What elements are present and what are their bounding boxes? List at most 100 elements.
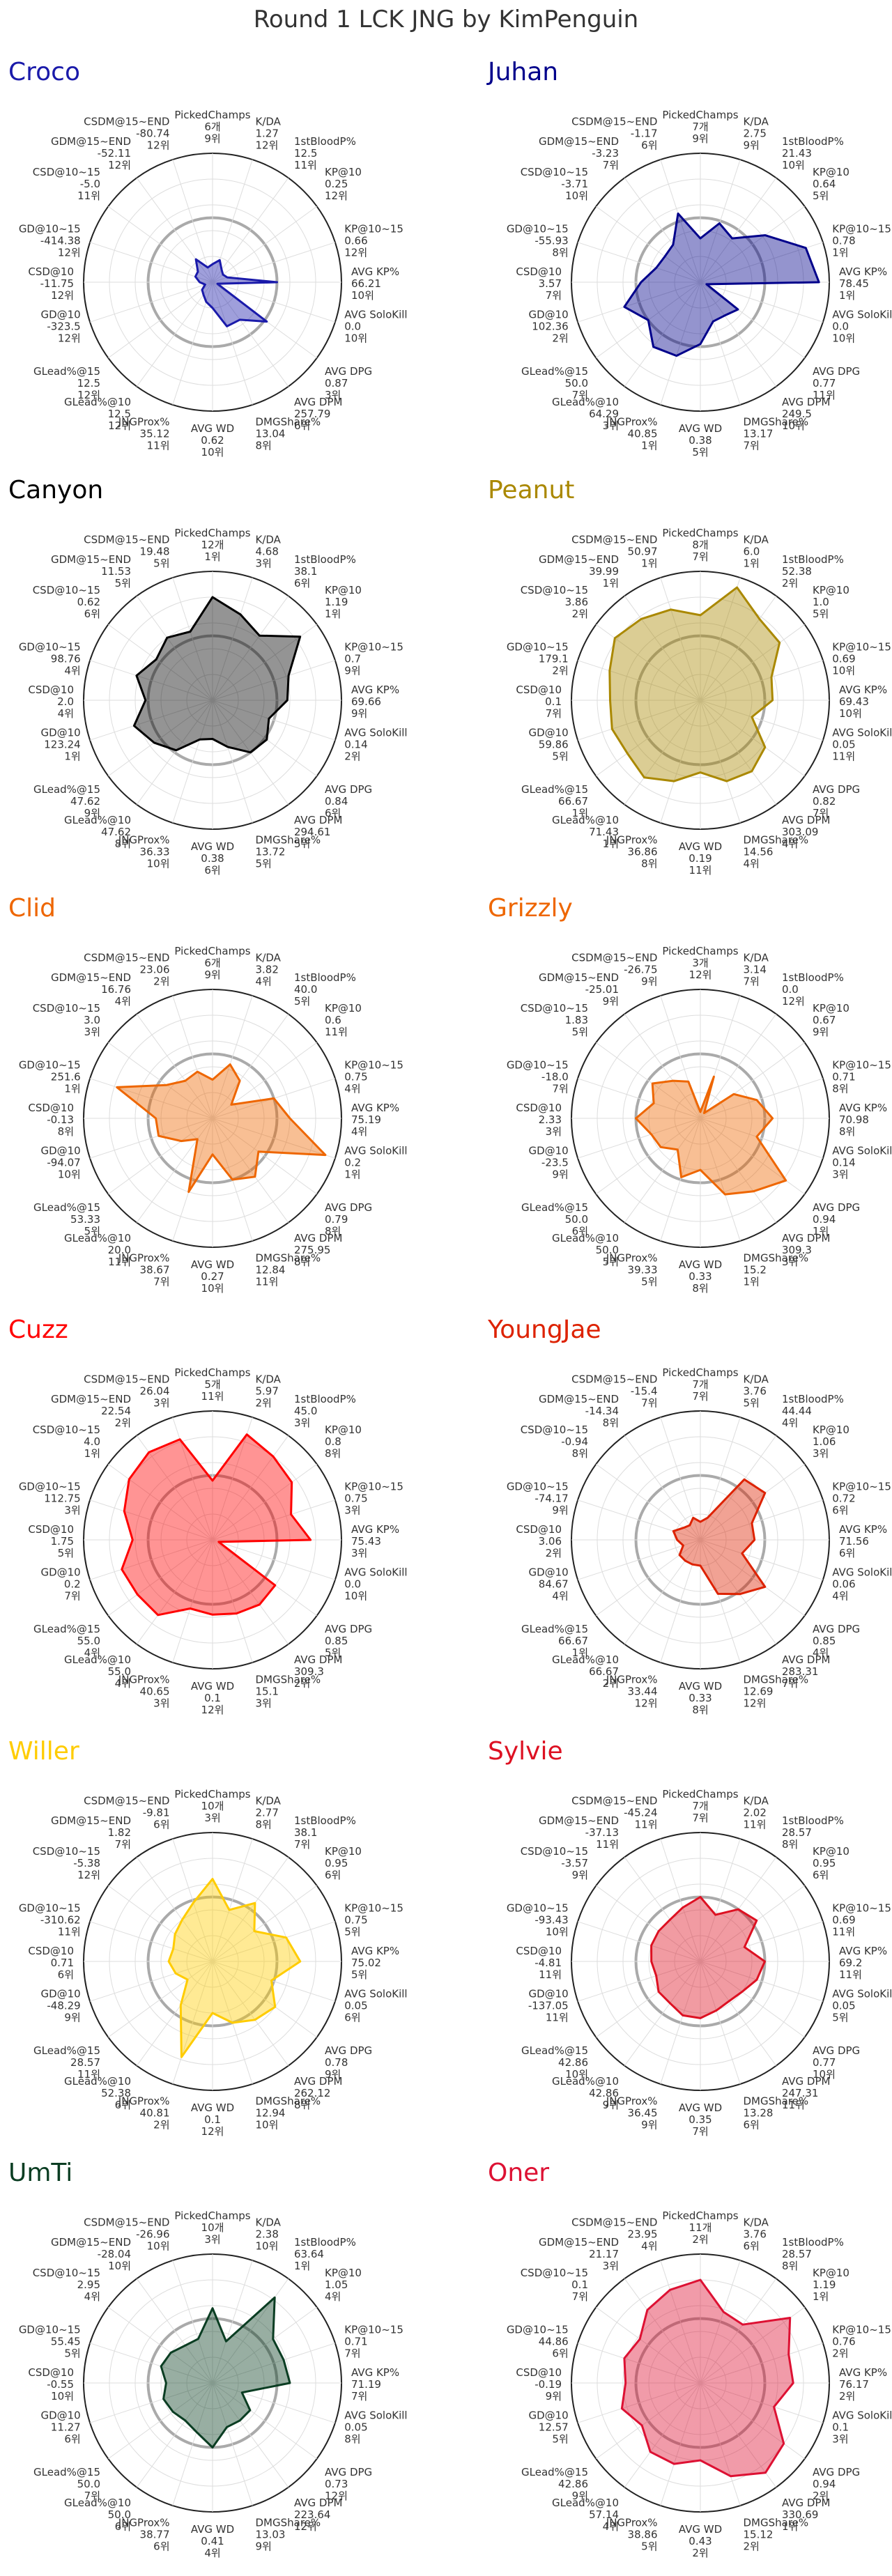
metric-label: PickedChamps 7개 7위 — [662, 1366, 738, 1403]
metric-label: CSD@10~15 3.0 3위 — [33, 1002, 100, 1038]
metric-label: DMGShare% 15.1 3위 — [255, 1673, 321, 1709]
metric-label: GD@10~15 -55.93 8위 — [507, 223, 569, 259]
metric-label: GLead%@10 50.0 6위 — [64, 2497, 131, 2533]
metric-label: K/DA 2.77 8위 — [255, 1795, 281, 1831]
metric-label: KP@10~15 0.69 11위 — [832, 1902, 891, 1938]
metric-label: KP@10~15 0.76 2위 — [832, 2324, 891, 2360]
metric-label: PickedChamps 10개 3위 — [174, 2209, 250, 2246]
grid-spoke — [624, 1961, 701, 2066]
player-name: Cuzz — [8, 1316, 68, 1344]
metric-label: CSD@10 2.33 3위 — [516, 1102, 562, 1138]
metric-label: GLead%@15 66.67 1위 — [521, 1623, 588, 1659]
grid-spoke — [212, 1961, 336, 2002]
metric-label: PickedChamps 6개 9위 — [174, 109, 250, 145]
metric-label: GLead%@15 50.0 7위 — [521, 365, 588, 401]
grid-spoke — [700, 624, 805, 701]
grid-spoke — [660, 281, 701, 406]
grid-spoke — [700, 1042, 805, 1119]
metric-label: GD@10~15 251.6 1위 — [19, 1059, 81, 1095]
grid-spoke — [89, 1078, 213, 1119]
metric-label: GDM@15~END 39.99 1위 — [539, 553, 619, 589]
grid-spoke — [89, 700, 213, 741]
metric-label: GD@10 59.86 5위 — [528, 726, 568, 762]
metric-label: K/DA 2.75 9위 — [743, 116, 769, 152]
metric-label: KP@10 1.06 3위 — [813, 1424, 849, 1460]
grid-spoke — [212, 1499, 336, 1541]
grid-spoke — [660, 1838, 701, 1962]
grid-spoke — [577, 1921, 701, 1962]
metric-label: AVG WD 0.35 7위 — [679, 2101, 722, 2138]
metric-label: GD@10~15 -310.62 11위 — [19, 1902, 81, 1938]
metric-label: AVG SoloKill 0.05 11위 — [832, 726, 892, 762]
grid-spoke — [624, 1857, 701, 1962]
metric-label: GDM@15~END -14.34 8위 — [539, 1393, 619, 1429]
metric-label: GD@10~15 179.1 2위 — [507, 641, 569, 677]
metric-label: CSD@10 -4.81 11위 — [516, 1945, 562, 1981]
metric-label: AVG DPG 0.94 1위 — [813, 1201, 860, 1237]
metric-label: GD@10 12.57 5위 — [528, 2409, 568, 2445]
grid-spoke — [212, 2382, 336, 2423]
metric-label: JNGProx% 40.81 2위 — [118, 2095, 170, 2131]
grid-spoke — [172, 159, 213, 283]
grid-spoke — [700, 1539, 805, 1617]
metric-label: CSDM@15~END 23.95 4위 — [571, 2216, 657, 2253]
grid-spoke — [212, 2382, 317, 2460]
metric-label: GLead%@10 64.29 3위 — [552, 396, 619, 432]
grid-spoke — [108, 624, 213, 701]
metric-label: AVG DPM 249.5 10위 — [782, 396, 831, 432]
metric-label: CSD@10~15 -0.94 8위 — [521, 1424, 588, 1460]
grid-spoke — [136, 1857, 213, 1962]
grid-spoke — [700, 1961, 824, 2002]
metric-label: CSDM@15~END -45.24 11위 — [571, 1795, 657, 1831]
grid-spoke — [700, 577, 741, 701]
radar-chart-willer: Willer PickedChamps 10개 3위K/DA 2.77 8위 1stBloo… — [8, 1737, 408, 2138]
metric-label: JNGProx% 38.86 5위 — [606, 2516, 658, 2552]
grid-spoke — [577, 1118, 701, 1159]
metric-label: GLead%@15 50.0 7위 — [33, 2466, 100, 2502]
grid-spoke — [212, 178, 289, 283]
metric-label: GD@10 -23.5 9위 — [528, 1144, 568, 1180]
metric-label: 1stBloodP% 21.43 10위 — [782, 135, 844, 171]
metric-label: DMGShare% 13.03 9위 — [255, 2516, 321, 2552]
radar-chart-clid: Clid PickedChamps 6개 9위K/DA 3.82 4위 1stBloodP%… — [8, 894, 408, 1295]
metric-label: JNGProx% 36.86 8위 — [606, 833, 658, 870]
grid-spoke — [624, 2278, 701, 2384]
metric-label: KP@10 1.0 5위 — [813, 584, 849, 620]
metric-label: AVG KP% 70.98 8위 — [839, 1102, 887, 1138]
grid-spoke — [89, 2343, 213, 2384]
player-name: UmTi — [8, 2159, 72, 2187]
grid-spoke — [596, 206, 701, 283]
metric-label: KP@10 1.05 4위 — [325, 2267, 362, 2303]
metric-label: DMGShare% 14.56 4위 — [743, 833, 808, 870]
metric-label: K/DA 2.38 10위 — [255, 2216, 281, 2253]
grid-spoke — [660, 1417, 701, 1541]
grid-spoke — [700, 1118, 741, 1242]
grid-spoke — [212, 1539, 289, 1644]
metric-label: K/DA 2.02 11위 — [743, 1795, 769, 1831]
grid-spoke — [700, 1838, 741, 1962]
metric-label: KP@10~15 0.71 8위 — [832, 1059, 891, 1095]
metric-label: 1stBloodP% 38.1 7위 — [294, 1814, 356, 1851]
metric-label: AVG KP% 76.17 2위 — [839, 2366, 887, 2403]
metric-label: KP@10~15 0.75 5위 — [344, 1902, 403, 1938]
metric-label: PickedChamps 7개 7위 — [662, 1788, 738, 1824]
metric-label: CSDM@15~END -80.74 12위 — [84, 116, 169, 152]
metric-label: AVG WD 0.1 12위 — [191, 1680, 234, 1716]
grid-spoke — [212, 1921, 336, 1962]
metric-label: DMGShare% 13.72 5위 — [255, 833, 321, 870]
metric-label: KP@10~15 0.69 10위 — [832, 641, 891, 677]
metric-label: K/DA 3.14 7위 — [743, 952, 769, 988]
metric-label: AVG DPM 309.3 2위 — [294, 1653, 343, 1690]
metric-label: DMGShare% 13.17 7위 — [743, 415, 808, 452]
radar-series-oner — [620, 2278, 794, 2478]
grid-spoke — [172, 1961, 213, 2085]
metric-label: 1stBloodP% 0.0 12위 — [782, 971, 844, 1008]
grid-spoke — [700, 1118, 824, 1159]
grid-spoke — [136, 596, 213, 701]
grid-spoke — [624, 178, 701, 283]
grid-spoke — [89, 2382, 213, 2423]
grid-spoke — [212, 1118, 289, 1223]
grid-spoke — [212, 206, 317, 283]
metric-label: CSDM@15~END 19.48 5위 — [84, 534, 169, 570]
grid-spoke — [700, 2382, 805, 2460]
